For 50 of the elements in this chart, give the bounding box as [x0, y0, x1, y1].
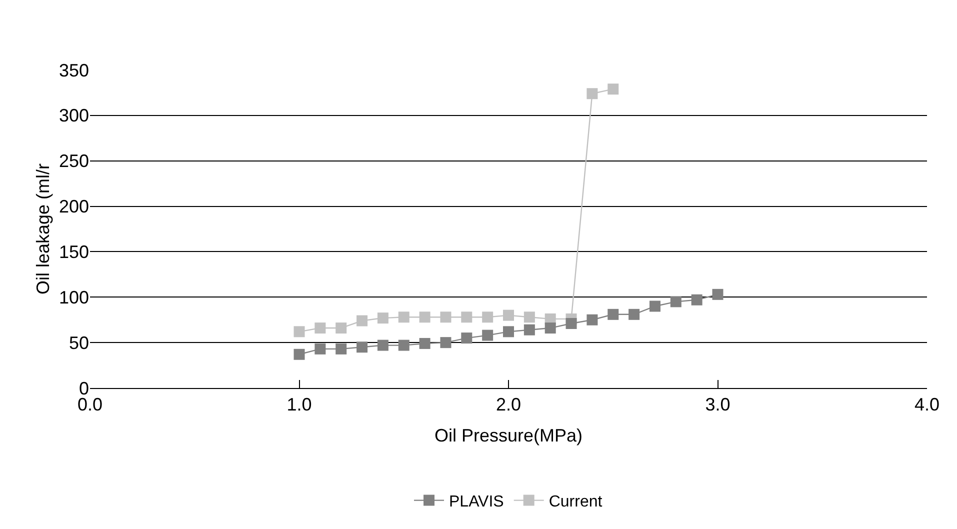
- y-tick-label: 200: [58, 196, 89, 217]
- y-tick-label: 300: [58, 106, 89, 126]
- x-tick-label: 4.0: [914, 394, 940, 415]
- point: [712, 288, 724, 300]
- point: [398, 340, 410, 351]
- point: [482, 312, 494, 323]
- point: [608, 308, 619, 320]
- x-tick-label: 1.0: [286, 394, 312, 415]
- x-tick-label: 3.0: [705, 394, 730, 415]
- point: [524, 324, 535, 336]
- point: [419, 312, 430, 323]
- point: [314, 343, 326, 354]
- legend-label: PLAVIS: [449, 494, 504, 511]
- point: [419, 338, 430, 349]
- y-tick-label: 100: [58, 287, 89, 308]
- y-tick-label: 150: [58, 242, 89, 262]
- point: [356, 342, 368, 353]
- x-tick-label: 2.0: [496, 394, 522, 415]
- point: [524, 312, 535, 323]
- point: [649, 300, 660, 312]
- y-tick-label: 350: [58, 60, 89, 80]
- x-axis-title: Oil Pressure(MPa): [434, 426, 583, 446]
- legend-label: Current: [548, 494, 603, 511]
- point: [440, 337, 452, 348]
- point: [544, 322, 556, 334]
- point: [336, 322, 347, 334]
- point: [586, 314, 598, 326]
- point: [566, 318, 577, 329]
- y-axis-title: Oil leakage (ml/r: [33, 163, 54, 295]
- point: [461, 312, 472, 323]
- point: [398, 312, 410, 323]
- point: [608, 84, 619, 95]
- y-tick-label: 50: [68, 332, 89, 353]
- point: [377, 312, 388, 324]
- point: [691, 294, 702, 306]
- point: [482, 330, 494, 341]
- point: [440, 312, 452, 323]
- point: [461, 332, 472, 344]
- point: [356, 315, 368, 326]
- point: [503, 326, 514, 338]
- y-tick-label: 250: [58, 151, 89, 172]
- point: [336, 343, 347, 354]
- point: [294, 326, 305, 338]
- point: [503, 310, 514, 321]
- point: [670, 296, 682, 308]
- point: [294, 348, 305, 360]
- point: [628, 308, 640, 320]
- point: [314, 322, 326, 334]
- point: [377, 340, 388, 351]
- point: [586, 88, 598, 100]
